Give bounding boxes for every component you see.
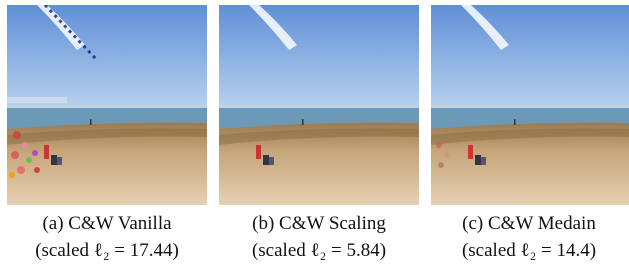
caption-metric: (scaled ℓ₂ = 17.44) (1, 237, 213, 264)
caption-label: (b) C&W Scaling (213, 210, 425, 237)
image-a (7, 5, 207, 205)
caption-c: (c) C&W Medain (scaled ℓ₂ = 14.4) (423, 210, 629, 264)
image-c (431, 5, 629, 205)
caption-a: (a) C&W Vanilla (scaled ℓ₂ = 17.44) (1, 210, 213, 264)
caption-metric: (scaled ℓ₂ = 14.4) (423, 237, 629, 264)
caption-label: (c) C&W Medain (423, 210, 629, 237)
image-b (219, 5, 419, 205)
figure: (a) C&W Vanilla (scaled ℓ₂ = 17.44) (b) … (0, 0, 629, 272)
caption-label: (a) C&W Vanilla (1, 210, 213, 237)
caption-b: (b) C&W Scaling (scaled ℓ₂ = 5.84) (213, 210, 425, 264)
caption-metric: (scaled ℓ₂ = 5.84) (213, 237, 425, 264)
